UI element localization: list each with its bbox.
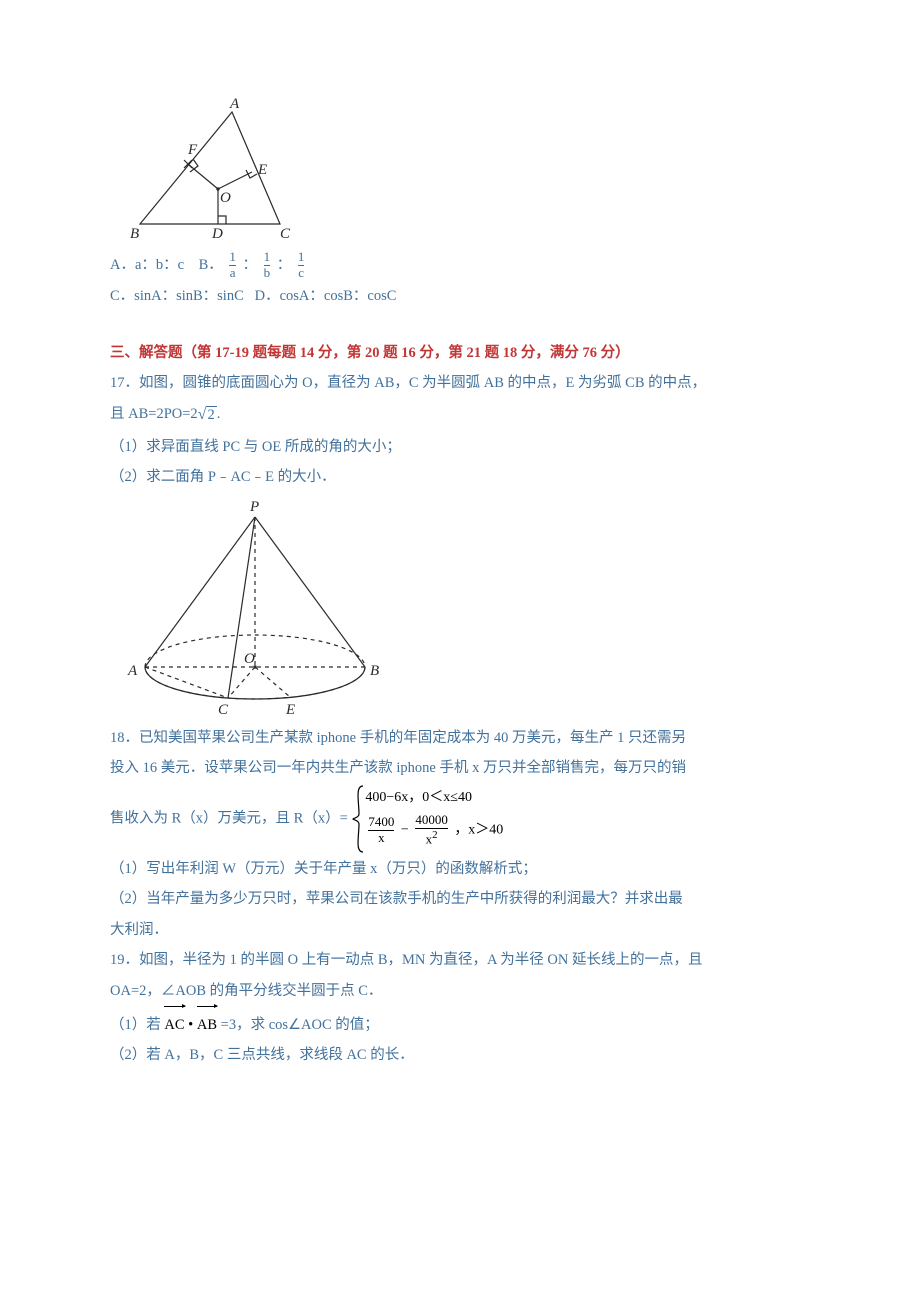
q19-line3: （1）若 AC • AB =3，求 cos∠AOC 的值； (110, 1006, 810, 1040)
svg-text:A: A (127, 663, 138, 679)
svg-text:B: B (130, 226, 139, 242)
svg-text:B: B (370, 663, 379, 679)
svg-text:O: O (220, 190, 231, 206)
q19-line1: 19．如图，半径为 1 的半圆 O 上有一动点 B，MN 为直径，A 为半径 O… (110, 945, 810, 975)
q16-opt-b-pre: B． (199, 257, 223, 273)
q19-line4: （2）若 A，B，C 三点共线，求线段 AC 的长． (110, 1040, 810, 1070)
q18-line2: 投入 16 美元．设苹果公司一年内共生产该款 iphone 手机 x 万只并全部… (110, 753, 810, 783)
q16-options-cd: C．sinA：sinB：sinC D．cosA：cosB：cosC (110, 281, 810, 311)
svg-text:P: P (249, 499, 259, 515)
q17-line4: （2）求二面角 P﹣AC﹣E 的大小． (110, 462, 810, 492)
q18-line4: （1）写出年利润 W（万元）关于年产量 x（万只）的函数解析式； (110, 854, 810, 884)
q16-opt-c: C．sinA：sinB：sinC (110, 288, 244, 304)
svg-text:F: F (187, 142, 198, 158)
q18-line6: 大利润． (110, 915, 810, 945)
q19-line2: OA=2，∠AOB 的角平分线交半圆于点 C． (110, 976, 810, 1006)
q16-opt-a: A．a：b：c (110, 257, 184, 273)
q18-line5: （2）当年产量为多少万只时，苹果公司在该款手机的生产中所获得的利润最大？并求出最 (110, 884, 810, 914)
q18-line3: 售收入为 R（x）万美元，且 R（x）= 400−6x，0＜x≤40 7400x… (110, 784, 810, 854)
svg-text:C: C (218, 702, 229, 717)
section-3-title: 三、解答题（第 17-19 题每题 14 分，第 20 题 16 分，第 21 … (110, 338, 810, 368)
q16-opt-d: D．cosA：cosB：cosC (255, 288, 397, 304)
svg-text:E: E (257, 162, 267, 178)
q17-line2: 且 AB=2PO=2√2. (110, 398, 810, 432)
figure-cone: P A B O C E (110, 497, 400, 717)
svg-text:D: D (211, 226, 223, 242)
q16-options-ab: A．a：b：c B． 1a ： 1b ： 1c (110, 250, 810, 281)
svg-text:C: C (280, 226, 291, 242)
q17-line1: 17．如图，圆锥的底面圆心为 O，直径为 AB，C 为半圆弧 AB 的中点，E … (110, 368, 810, 398)
figure-triangle-incircle: A B C D E F O (110, 94, 310, 244)
svg-text:O: O (244, 651, 255, 667)
q17-line3: （1）求异面直线 PC 与 OE 所成的角的大小； (110, 432, 810, 462)
piecewise-R: 400−6x，0＜x≤40 7400x − 40000x2 ，x＞40 (351, 784, 503, 854)
svg-text:A: A (229, 96, 240, 112)
svg-text:E: E (285, 702, 295, 717)
q18-line1: 18．已知美国苹果公司生产某款 iphone 手机的年固定成本为 40 万美元，… (110, 723, 810, 753)
